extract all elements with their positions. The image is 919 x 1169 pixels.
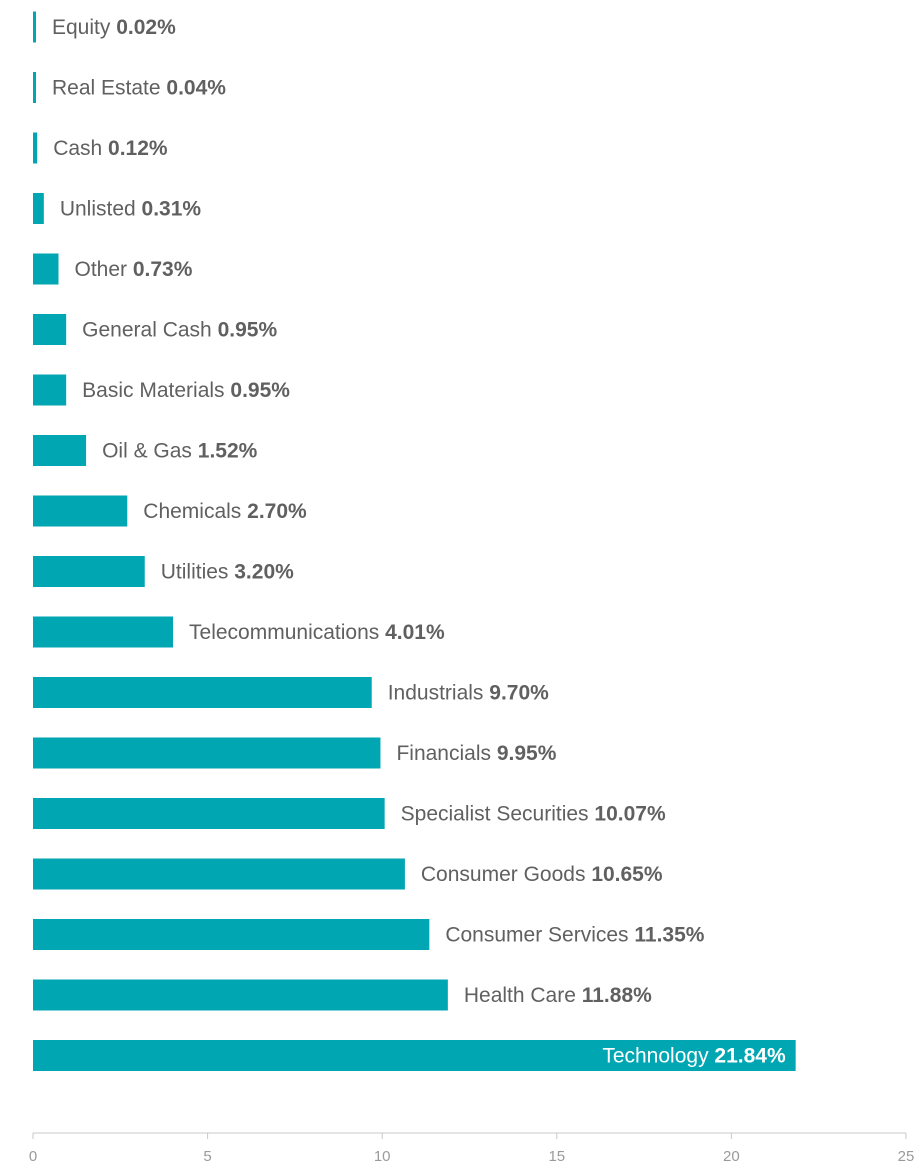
bar-oil-and-gas — [33, 435, 87, 466]
category-label: Basic Materials — [82, 379, 230, 402]
bar-label-unlisted: Unlisted 0.31% — [60, 197, 202, 220]
x-tick-label-10: 10 — [374, 1148, 391, 1164]
value-label: 4.01% — [385, 621, 445, 644]
bar-consumer-services — [33, 919, 430, 950]
bar-label-equity: Equity 0.02% — [52, 16, 176, 39]
category-label: Industrials — [388, 681, 490, 704]
value-label: 0.02% — [116, 16, 176, 39]
x-tick-label-5: 5 — [203, 1148, 211, 1164]
bar-unlisted — [33, 193, 44, 224]
bar-label-telecommunications: Telecommunications 4.01% — [189, 621, 445, 644]
value-label: 3.20% — [234, 560, 294, 583]
bar-label-utilities: Utilities 3.20% — [161, 560, 294, 583]
category-label: Telecommunications — [189, 621, 385, 644]
category-label: Equity — [52, 16, 116, 39]
bar-label-other: Other 0.73% — [74, 258, 192, 281]
category-label: Chemicals — [143, 500, 247, 523]
bar-label-industrials: Industrials 9.70% — [388, 681, 549, 704]
value-label: 0.31% — [142, 197, 202, 220]
category-label: Technology — [602, 1044, 714, 1067]
bar-basic-materials — [33, 374, 67, 406]
category-label: Cash — [53, 137, 108, 160]
bar-specialist-securities — [33, 798, 385, 829]
bar-label-basic-materials: Basic Materials 0.95% — [82, 379, 290, 402]
bar-label-cash: Cash 0.12% — [53, 137, 168, 160]
bar-label-technology: Technology 21.84% — [602, 1044, 786, 1067]
category-label: Consumer Goods — [421, 863, 591, 886]
bar-general-cash — [33, 314, 67, 345]
bar-real-estate — [33, 72, 36, 103]
bar-health-care — [33, 979, 448, 1011]
bar-label-consumer-services: Consumer Services 11.35% — [445, 923, 704, 946]
value-label: 0.95% — [218, 318, 278, 341]
bar-chemicals — [33, 495, 128, 527]
category-label: Health Care — [464, 984, 582, 1007]
value-label: 0.12% — [108, 137, 168, 160]
bar-label-oil-and-gas: Oil & Gas 1.52% — [102, 439, 258, 462]
value-label: 10.65% — [591, 863, 663, 886]
value-label: 1.52% — [198, 439, 258, 462]
bar-technology — [33, 1040, 796, 1071]
category-label: Other — [74, 258, 132, 281]
bar-label-general-cash: General Cash 0.95% — [82, 318, 277, 341]
x-tick-label-20: 20 — [723, 1148, 740, 1164]
value-label: 21.84% — [714, 1044, 786, 1067]
category-label: Real Estate — [52, 76, 166, 99]
x-tick-label-15: 15 — [548, 1148, 565, 1164]
value-label: 9.70% — [489, 681, 549, 704]
bar-label-chemicals: Chemicals 2.70% — [143, 500, 307, 523]
bar-other — [33, 253, 59, 285]
bar-consumer-goods — [33, 858, 405, 890]
x-tick-label-0: 0 — [29, 1148, 37, 1164]
bar-label-health-care: Health Care 11.88% — [464, 984, 652, 1007]
bar-utilities — [33, 556, 145, 587]
value-label: 11.88% — [582, 984, 652, 1007]
category-label: Specialist Securities — [401, 802, 595, 825]
value-label: 0.73% — [133, 258, 193, 281]
category-label: Utilities — [161, 560, 235, 583]
category-label: Oil & Gas — [102, 439, 198, 462]
bar-label-specialist-securities: Specialist Securities 10.07% — [401, 802, 666, 825]
value-label: 10.07% — [594, 802, 666, 825]
value-label: 0.95% — [230, 379, 290, 402]
value-label: 2.70% — [247, 500, 307, 523]
labels-layer: Equity 0.02% Real Estate 0.04% Cash 0.12% U… — [52, 16, 786, 1068]
x-axis: 0 5 10 15 20 25 — [29, 1132, 915, 1165]
bar-financials — [33, 737, 381, 769]
bar-cash — [33, 132, 38, 164]
value-label: 0.04% — [166, 76, 226, 99]
category-label: Consumer Services — [445, 923, 634, 946]
category-label: Unlisted — [60, 197, 142, 220]
x-tick-label-25: 25 — [898, 1148, 915, 1164]
bars-layer — [33, 11, 796, 1071]
value-label: 9.95% — [497, 742, 557, 765]
bar-label-real-estate: Real Estate 0.04% — [52, 76, 226, 99]
bar-label-consumer-goods: Consumer Goods 10.65% — [421, 863, 663, 886]
category-label: Financials — [396, 742, 496, 765]
bar-industrials — [33, 677, 372, 708]
value-label: 11.35% — [634, 923, 704, 946]
bar-label-financials: Financials 9.95% — [396, 742, 556, 765]
category-label: General Cash — [82, 318, 217, 341]
bar-equity — [33, 11, 36, 43]
bar-telecommunications — [33, 616, 174, 648]
